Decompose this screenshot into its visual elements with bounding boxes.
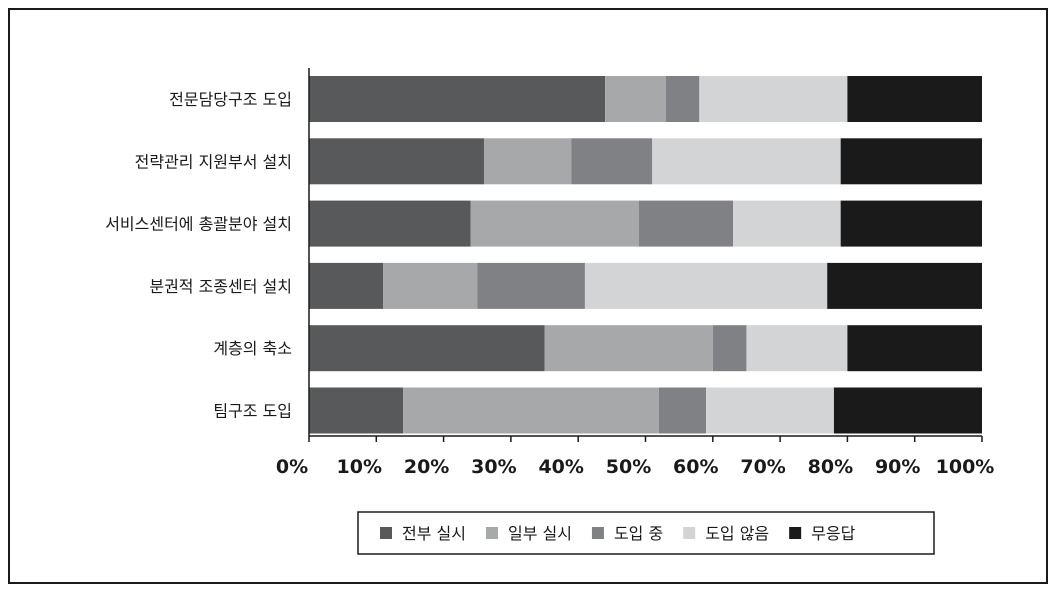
bar-segment-3-2 bbox=[477, 262, 585, 309]
x-tick-label-1: 10% bbox=[337, 456, 382, 478]
legend-swatch-2 bbox=[591, 527, 604, 539]
legend-label-0: 전부 실시 bbox=[402, 524, 466, 543]
category-label-4: 계층의 축소 bbox=[213, 339, 292, 358]
bar-segment-5-3 bbox=[706, 387, 834, 434]
bar-segment-0-3 bbox=[699, 76, 848, 122]
bar-segment-3-3 bbox=[584, 262, 828, 309]
bar-segment-5-0 bbox=[309, 387, 404, 434]
legend-swatch-3 bbox=[683, 527, 696, 539]
legend-swatch-1 bbox=[485, 527, 498, 539]
bar-segment-1-1 bbox=[483, 138, 572, 185]
bar-segment-4-3 bbox=[746, 325, 848, 372]
x-tick-label-9: 90% bbox=[875, 456, 920, 478]
bar-segment-3-0 bbox=[309, 262, 384, 309]
bar-segment-0-0 bbox=[309, 76, 606, 122]
bar-segment-5-2 bbox=[658, 387, 707, 434]
category-label-1: 전략관리 지원부서 설치 bbox=[135, 152, 292, 171]
legend: 전부 실시 일부 실시 도입 중 도입 않음 무응답 bbox=[357, 511, 935, 555]
bar-segment-4-1 bbox=[544, 325, 713, 372]
bar-segment-2-3 bbox=[732, 200, 841, 247]
x-tick-label-10: 100% bbox=[936, 456, 995, 478]
x-tick-label-4: 40% bbox=[538, 456, 583, 478]
legend-label-4: 무응답 bbox=[811, 524, 855, 543]
bar-segment-0-1 bbox=[605, 76, 666, 122]
bar-segment-1-4 bbox=[840, 138, 982, 185]
legend-swatch-4 bbox=[789, 527, 802, 539]
category-label-2: 서비스센터에 총괄분야 설치 bbox=[105, 215, 292, 234]
bar-segment-1-3 bbox=[652, 138, 841, 185]
legend-label-2: 도입 중 bbox=[614, 524, 663, 543]
x-tick-label-6: 60% bbox=[673, 456, 718, 478]
legend-label-1: 일부 실시 bbox=[508, 524, 572, 543]
x-tick-label-7: 70% bbox=[740, 456, 785, 478]
bar-segment-3-1 bbox=[383, 262, 478, 309]
axes-group bbox=[308, 68, 983, 442]
category-label-5: 팀구조 도입 bbox=[213, 402, 292, 421]
category-label-3: 분권적 조종센터 설치 bbox=[149, 277, 292, 296]
bar-segment-2-2 bbox=[638, 200, 733, 247]
bar-segment-3-4 bbox=[827, 262, 982, 309]
legend-swatch-0 bbox=[380, 527, 392, 539]
bar-segment-1-0 bbox=[309, 138, 484, 185]
x-tick-label-3: 30% bbox=[471, 456, 516, 478]
bar-segment-2-0 bbox=[309, 200, 471, 247]
bar-segment-1-2 bbox=[571, 138, 653, 185]
bar-segment-4-0 bbox=[309, 325, 545, 372]
bar-segment-2-4 bbox=[840, 200, 982, 247]
category-label-0: 전문담당구조 도입 bbox=[169, 90, 292, 109]
bar-segment-2-1 bbox=[470, 200, 639, 247]
x-tick-label-5: 50% bbox=[606, 456, 651, 478]
bar-segment-4-2 bbox=[712, 325, 747, 372]
x-tick-label-8: 80% bbox=[808, 456, 853, 478]
bar-segment-0-4 bbox=[847, 76, 982, 122]
legend-box bbox=[357, 511, 935, 555]
x-tick-label-2: 20% bbox=[404, 456, 449, 478]
bars-group bbox=[309, 76, 982, 434]
x-tick-label-0: 0% bbox=[276, 456, 308, 478]
x-tick-labels: 0% 10% 20% 30% 40% 50% 60% 70% 80% 90% 100% bbox=[276, 456, 994, 478]
bar-segment-5-4 bbox=[833, 387, 982, 434]
bar-segment-0-2 bbox=[665, 76, 700, 122]
bar-segment-4-4 bbox=[847, 325, 982, 372]
legend-label-3: 도입 않음 bbox=[705, 524, 769, 543]
bar-segment-5-1 bbox=[403, 387, 659, 434]
